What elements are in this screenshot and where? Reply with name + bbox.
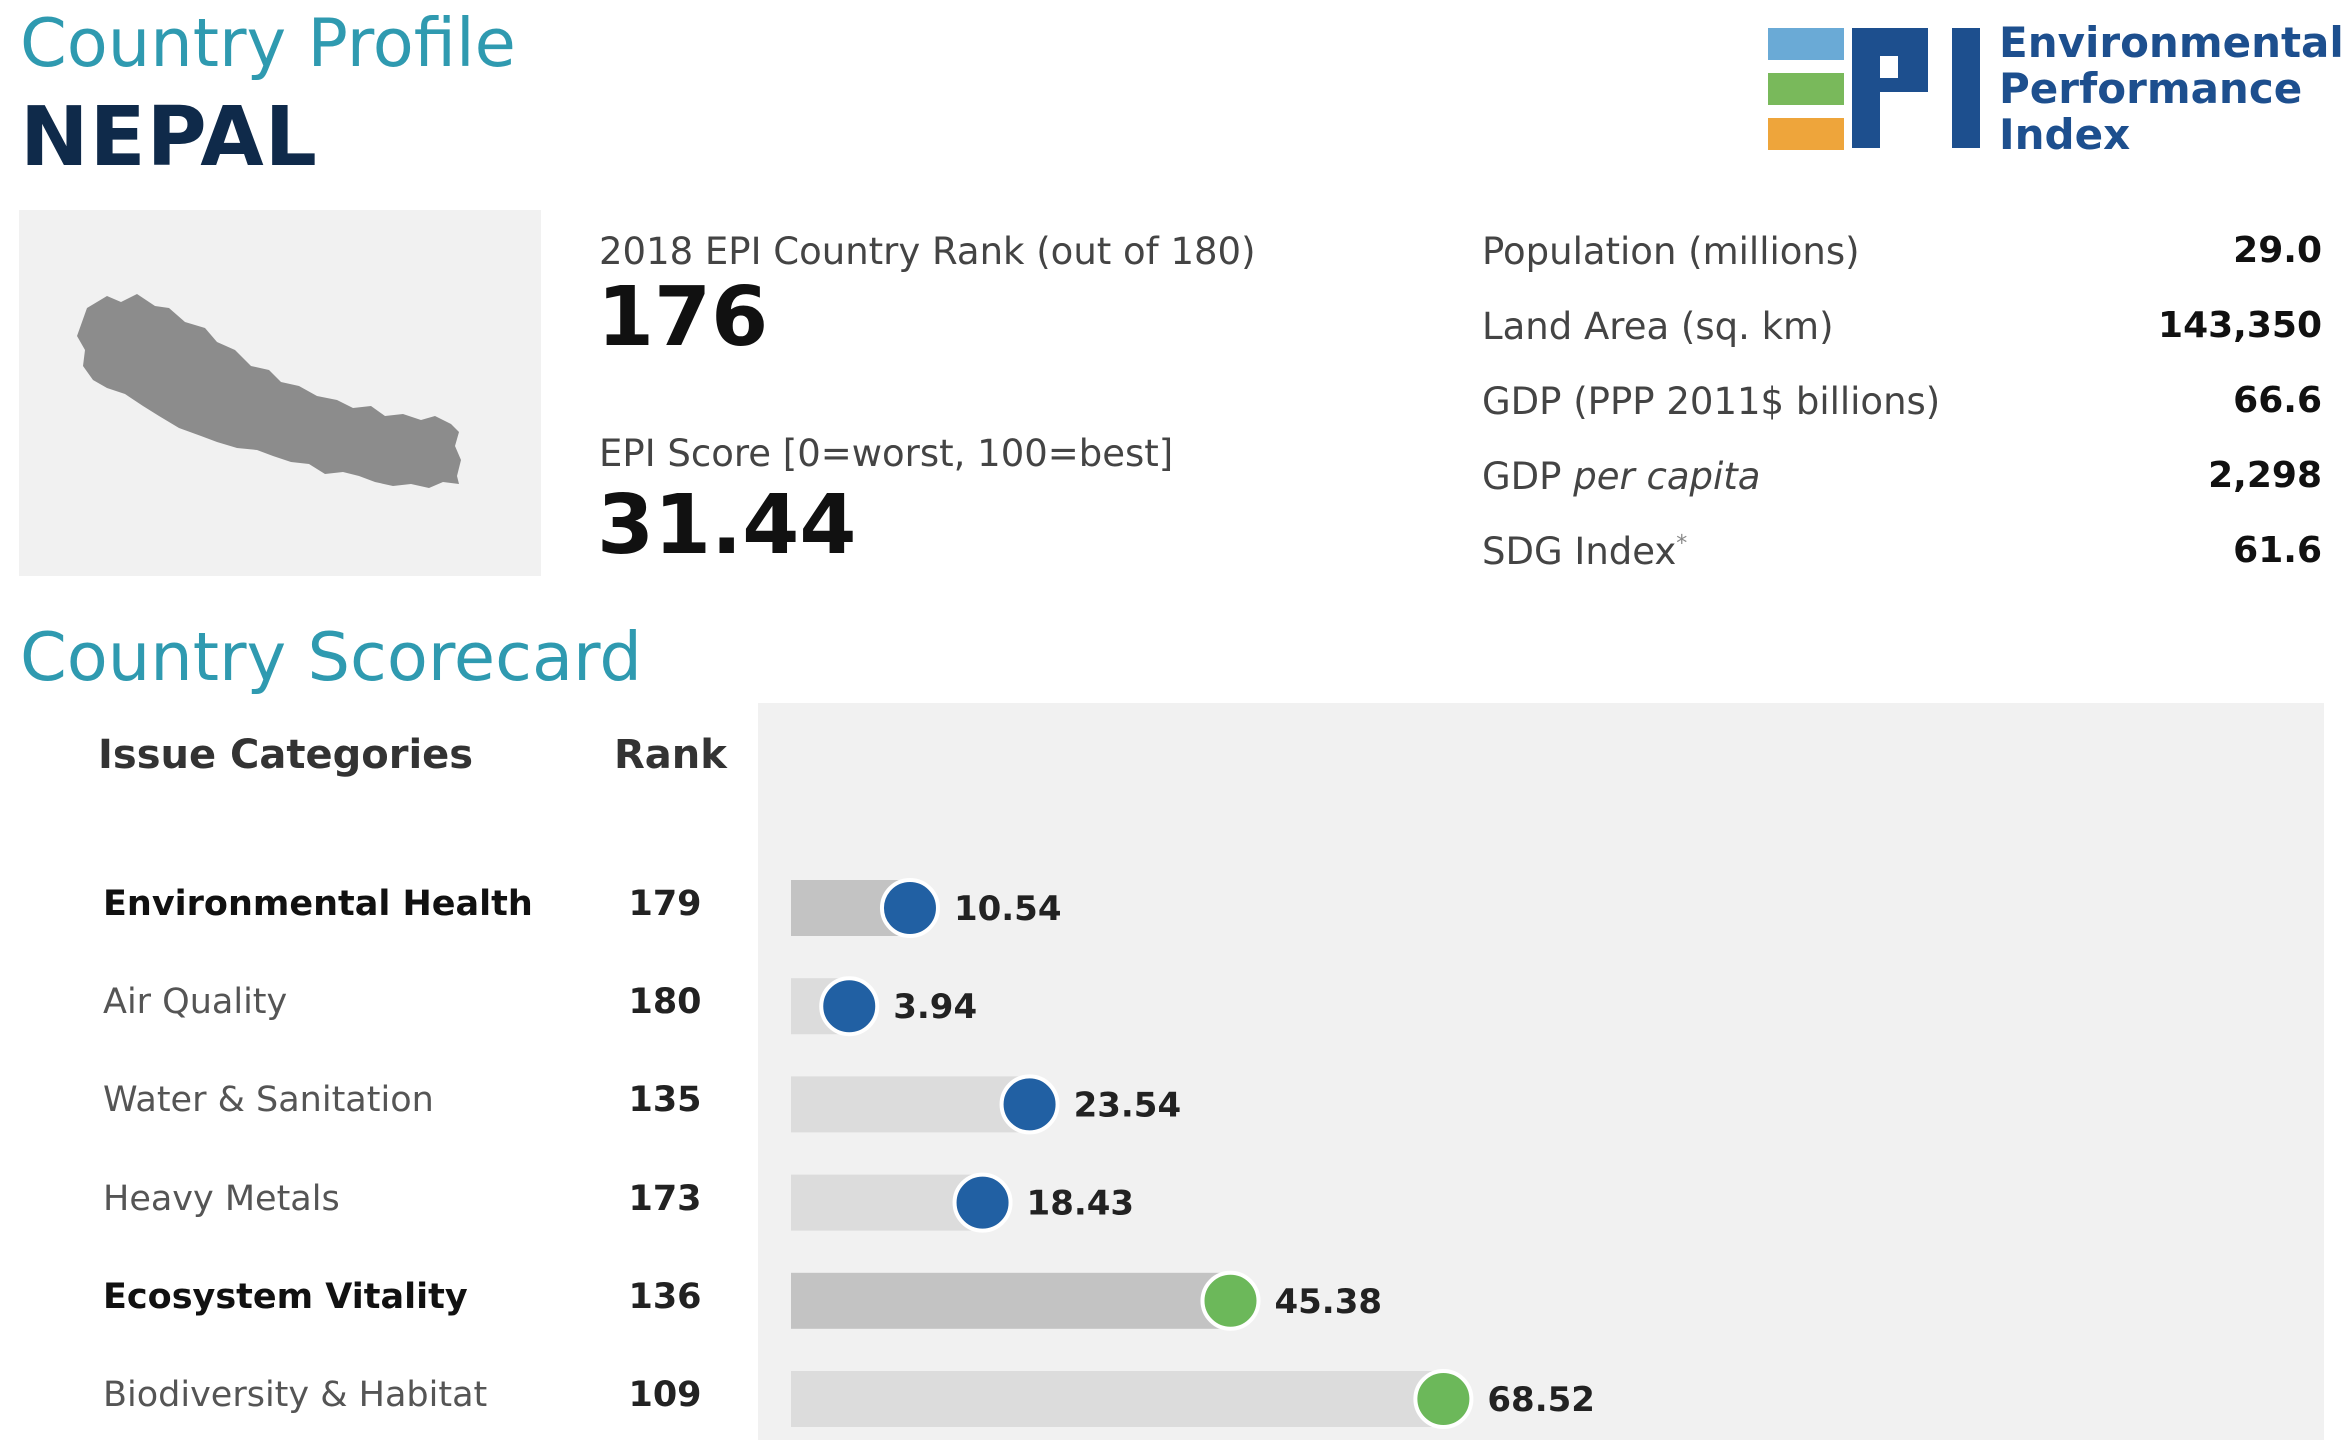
score-value: 31.44 (597, 478, 857, 573)
fact-label: GDP (PPP 2011$ billions) (1482, 380, 1941, 423)
category-label: Water & Sanitation (103, 1080, 434, 1121)
fact-row-gdp-per-capita: GDP per capita 2,298 (1482, 455, 2322, 505)
category-label: Environmental Health (103, 884, 533, 924)
rank-label: 2018 EPI Country Rank (out of 180) (599, 230, 1256, 273)
score-dot (999, 1074, 1060, 1135)
scorecard-title: Country Scorecard (20, 618, 642, 696)
score-value-label: 45.38 (1274, 1282, 1382, 1322)
fact-row-land-area: Land Area (sq. km) 143,350 (1482, 305, 2322, 355)
score-dot (1413, 1369, 1474, 1429)
category-label: Biodiversity & Habitat (103, 1375, 488, 1415)
score-bar (791, 1371, 1444, 1427)
score-value-label: 68.52 (1487, 1380, 1595, 1420)
category-rank: 173 (628, 1178, 702, 1219)
logo-bar-blue (1768, 28, 1844, 60)
fact-label: Population (millions) (1482, 230, 1860, 273)
column-header-categories: Issue Categories (98, 732, 474, 778)
column-header-rank: Rank (614, 732, 727, 778)
score-value-label: 23.54 (1074, 1085, 1182, 1125)
epi-logo: Environmental Performance Index (1768, 20, 2344, 158)
category-rank: 179 (628, 884, 702, 924)
score-dot (879, 878, 940, 938)
category-rank: 109 (628, 1375, 702, 1415)
country-name: NEPAL (20, 90, 318, 185)
score-bar (791, 1174, 983, 1231)
nepal-map-icon (77, 294, 461, 488)
score-value-label: 10.54 (954, 889, 1062, 929)
fact-label: Land Area (sq. km) (1482, 305, 1834, 348)
category-rank: 180 (628, 982, 702, 1023)
fact-value: 143,350 (2158, 305, 2322, 346)
fact-row-population: Population (millions) 29.0 (1482, 230, 2322, 280)
category-label: Heavy Metals (103, 1178, 340, 1219)
fact-label: SDG Index* (1482, 530, 1687, 573)
score-bar (791, 1076, 1030, 1133)
category-label: Air Quality (103, 982, 288, 1023)
footnote-mark: * (1676, 531, 1688, 557)
score-dot (1200, 1270, 1261, 1331)
fact-label-prefix: GDP (1482, 455, 1574, 498)
score-label: EPI Score [0=worst, 100=best] (599, 432, 1174, 475)
score-dot (819, 976, 880, 1037)
fact-label-text: SDG Index (1482, 530, 1677, 573)
category-rank: 135 (628, 1080, 702, 1121)
logo-bar-green (1768, 73, 1844, 105)
country-map (19, 210, 541, 576)
logo-bar-orange (1768, 118, 1844, 150)
fact-value: 2,298 (2208, 455, 2322, 496)
score-bar (791, 1272, 1231, 1329)
fact-value: 61.6 (2233, 530, 2322, 571)
page-subtitle: Country Profile (20, 4, 516, 82)
fact-value: 29.0 (2233, 230, 2322, 271)
fact-row-sdg-index: SDG Index* 61.6 (1482, 530, 2322, 580)
rank-value: 176 (597, 270, 769, 365)
logo-wordmark: Environmental Performance Index (1999, 20, 2344, 158)
fact-label-italic: per capita (1573, 455, 1761, 498)
fact-value: 66.6 (2233, 380, 2322, 421)
score-value-label: 18.43 (1027, 1184, 1135, 1224)
score-value-label: 3.94 (893, 987, 977, 1027)
logo-line-2: Performance (1999, 64, 2303, 113)
logo-line-1: Environmental (1999, 18, 2344, 67)
fact-row-gdp: GDP (PPP 2011$ billions) 66.6 (1482, 380, 2322, 430)
fact-label: GDP per capita (1482, 455, 1760, 498)
category-label: Ecosystem Vitality (103, 1276, 468, 1317)
logo-letters-icon (1852, 28, 1980, 148)
score-dot (952, 1172, 1013, 1233)
logo-line-3: Index (1999, 110, 2131, 159)
category-rank: 136 (628, 1276, 702, 1317)
